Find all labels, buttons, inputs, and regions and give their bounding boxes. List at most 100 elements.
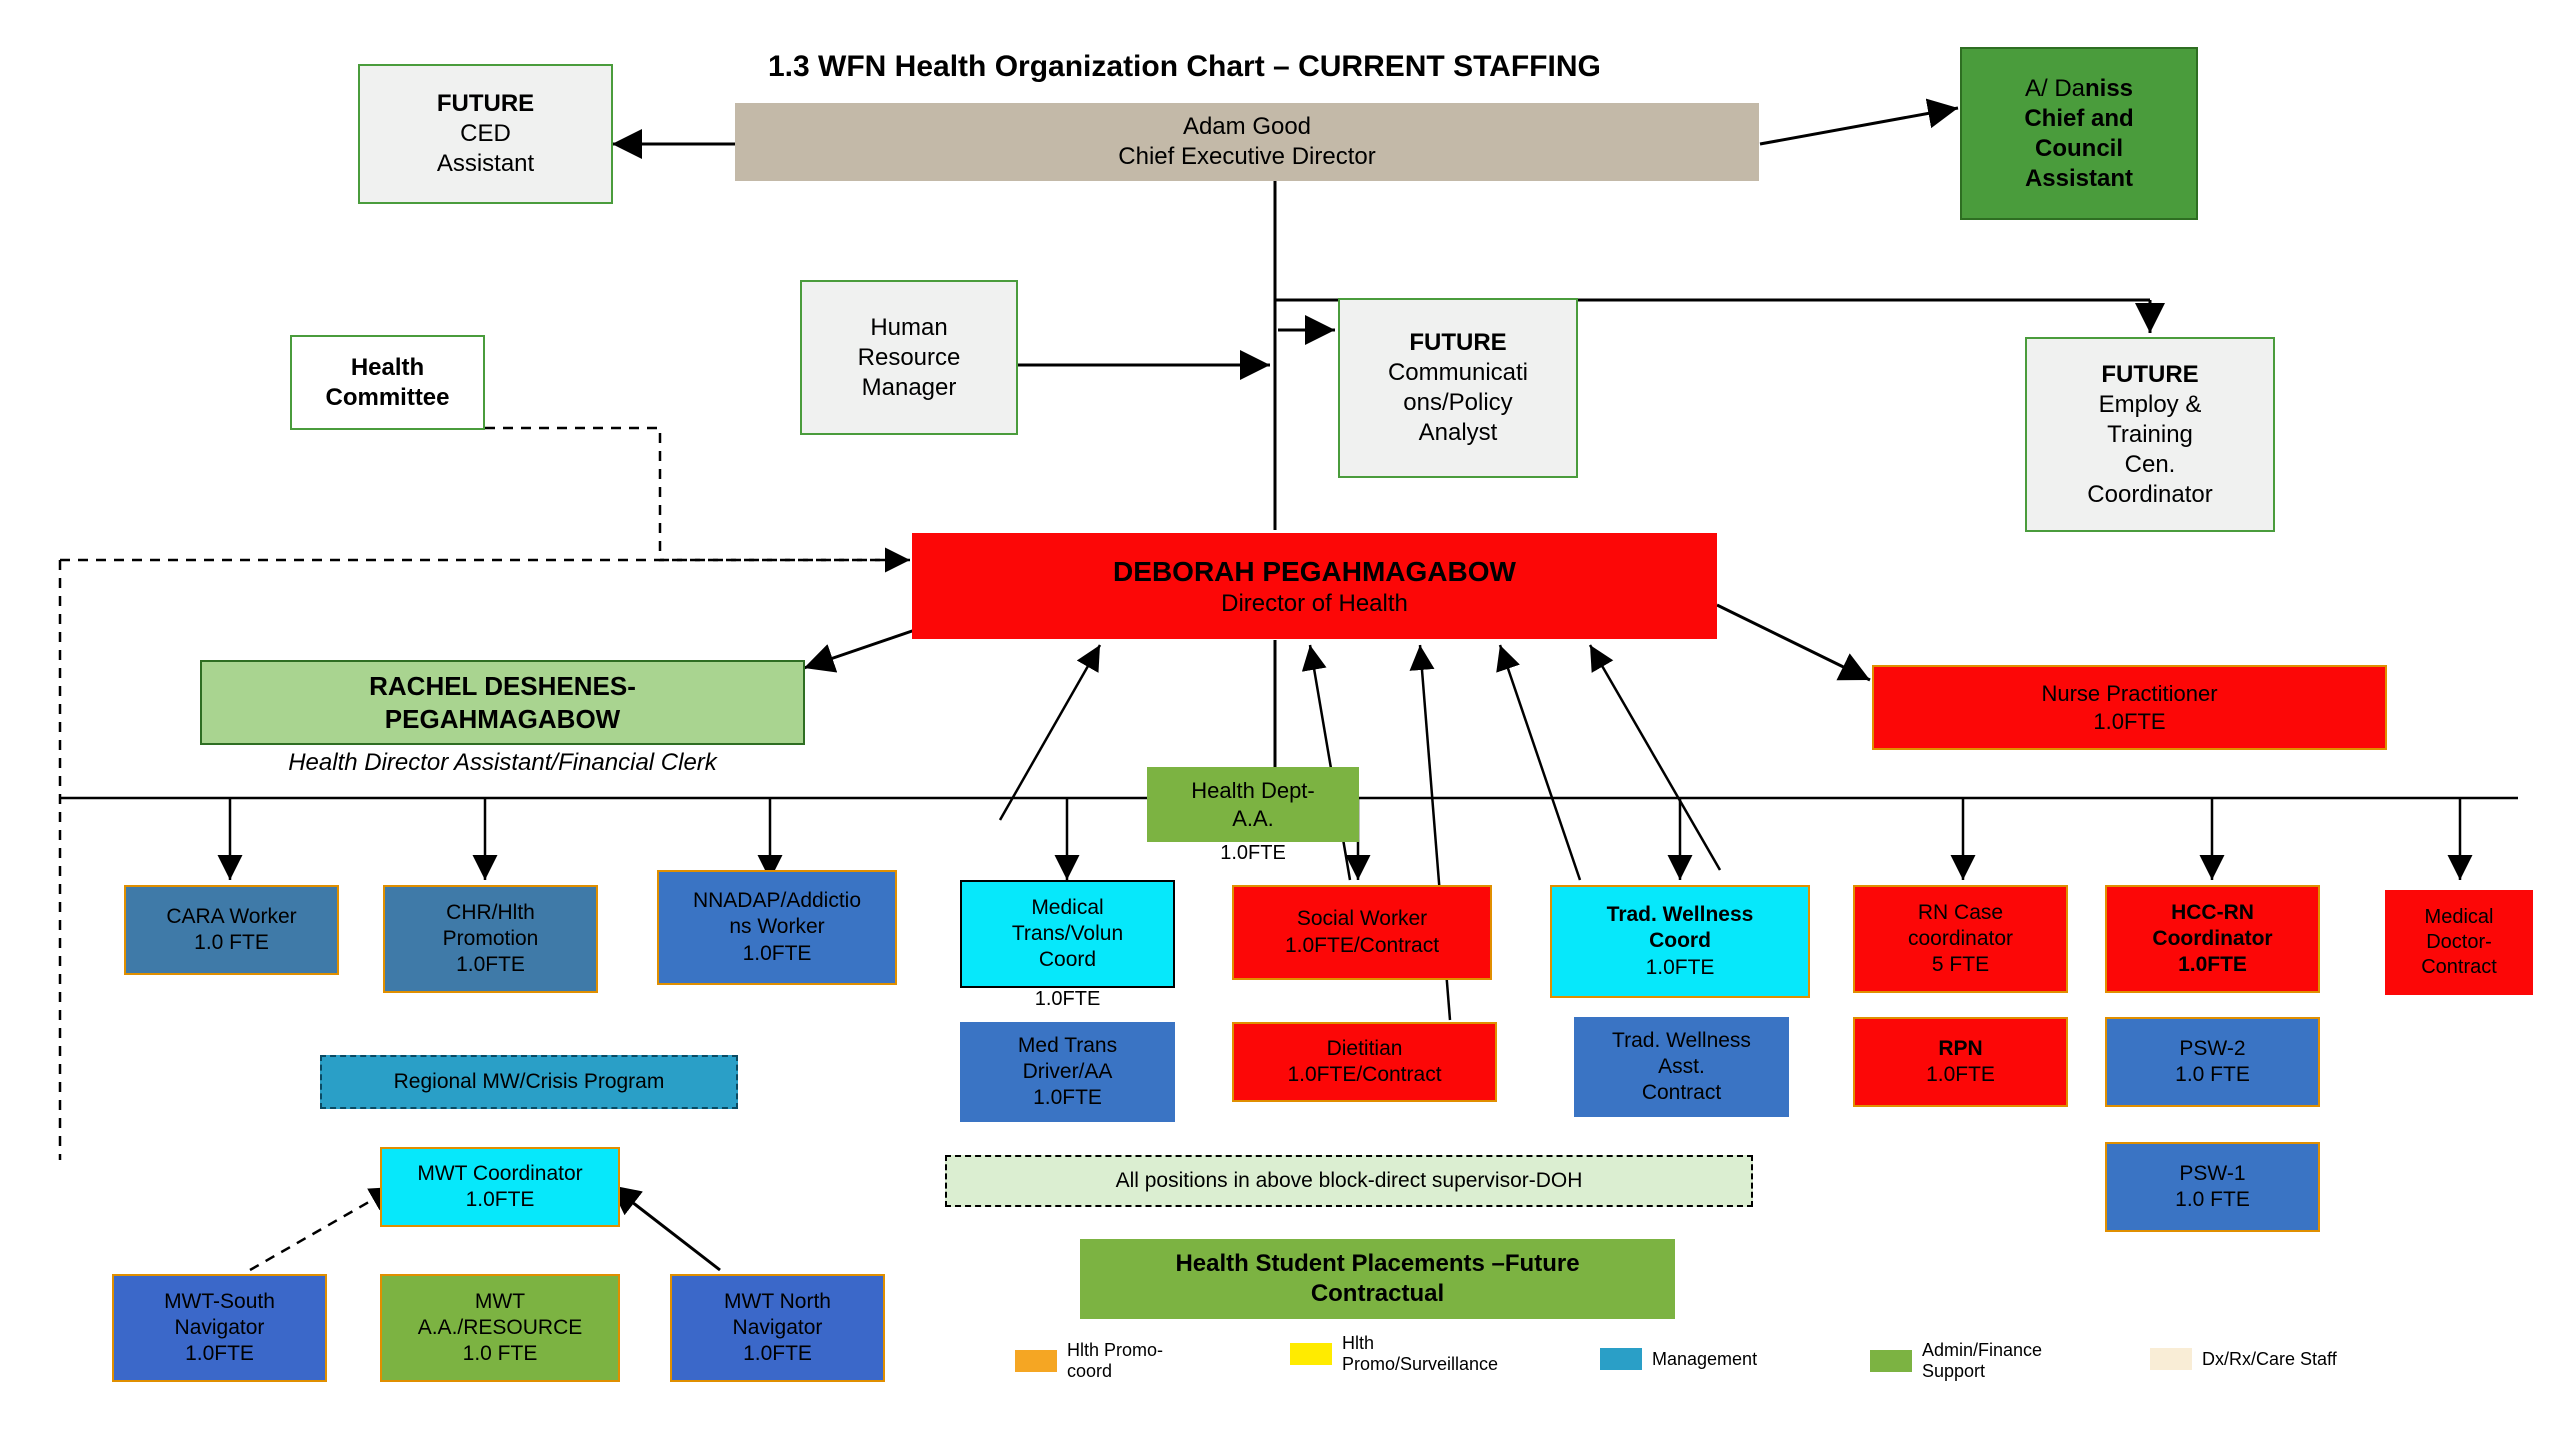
text: Promotion xyxy=(443,926,539,952)
text: A.A. xyxy=(1232,805,1274,833)
text: 5 FTE xyxy=(1932,952,1989,978)
text: Admin/Finance Support xyxy=(1922,1340,2082,1382)
text: 1.0FTE xyxy=(185,1341,254,1367)
text: CARA Worker xyxy=(166,904,296,930)
node-mwtcoord: MWT Coordinator 1.0FTE xyxy=(380,1147,620,1227)
node-mwtsouth: MWT-South Navigator 1.0FTE xyxy=(112,1274,327,1382)
node-medtrans-wrap: Medical Trans/Volun Coord 1.0FTE xyxy=(960,880,1175,1011)
node-tradwell: Trad. Wellness Coord 1.0FTE xyxy=(1550,885,1810,998)
text: Resource xyxy=(858,343,961,373)
text: Contractual xyxy=(1311,1279,1444,1309)
text: 1.0 FTE xyxy=(2175,1187,2250,1213)
text: Navigator xyxy=(733,1315,823,1341)
text: CED xyxy=(460,119,511,149)
text: Trad. Wellness xyxy=(1607,902,1754,928)
node-health-dept-wrap: Health Dept- A.A. 1.0FTE xyxy=(1147,767,1359,865)
node-note: All positions in above block-direct supe… xyxy=(945,1155,1753,1207)
node-deborah: DEBORAH PEGAHMAGABOW Director of Health xyxy=(912,533,1717,639)
text: 1.0 FTE xyxy=(194,930,269,956)
text: 1.0FTE xyxy=(466,1187,535,1213)
node-rachel: RACHEL DESHENES- PEGAHMAGABOW xyxy=(200,660,805,745)
node-rpn: RPN 1.0FTE xyxy=(1853,1017,2068,1107)
text: Trad. Wellness xyxy=(1612,1028,1751,1054)
text: Dietitian xyxy=(1327,1036,1403,1062)
swatch xyxy=(1015,1350,1057,1372)
text: PEGAHMAGABOW xyxy=(385,703,620,736)
text: 1.0FTE xyxy=(2093,708,2165,736)
node-nnadap: NNADAP/Addictio ns Worker 1.0FTE xyxy=(657,870,897,985)
text: Dx/Rx/Care Staff xyxy=(2202,1349,2337,1370)
text: Hlth Promo-coord xyxy=(1067,1340,1207,1382)
text: Communicati xyxy=(1388,358,1528,388)
text: 1.0FTE xyxy=(1646,955,1715,981)
text: Analyst xyxy=(1419,418,1498,448)
text: Assistant xyxy=(2025,164,2133,194)
node-meddoc: Medical Doctor- Contract xyxy=(2385,890,2533,995)
text: Coordinator xyxy=(2087,480,2212,510)
text: RPN xyxy=(1938,1036,1982,1062)
text: Human xyxy=(870,313,947,343)
text: Chief Executive Director xyxy=(1118,142,1375,172)
text: 1.0FTE xyxy=(743,1341,812,1367)
legend-b: Hlth Promo/Surveillance xyxy=(1290,1333,1530,1375)
text: Health Dept- xyxy=(1191,777,1315,805)
text: 1.0 FTE xyxy=(2175,1062,2250,1088)
node-rachel-wrapper: RACHEL DESHENES- PEGAHMAGABOW Health Dir… xyxy=(200,660,805,777)
text: FUTURE xyxy=(2101,360,2198,390)
text: Council xyxy=(2035,134,2123,164)
text: CHR/Hlth xyxy=(446,900,535,926)
text: FUTURE xyxy=(1409,328,1506,358)
node-psw2: PSW-2 1.0 FTE xyxy=(2105,1017,2320,1107)
text: 1.0FTE xyxy=(743,941,812,967)
node-cara: CARA Worker 1.0 FTE xyxy=(124,885,339,975)
node-regional: Regional MW/Crisis Program xyxy=(320,1055,738,1109)
node-future-employ: FUTURE Employ & Training Cen. Coordinato… xyxy=(2025,337,2275,532)
text: PSW-2 xyxy=(2179,1036,2245,1062)
text: MWT xyxy=(475,1289,525,1315)
text: PSW-1 xyxy=(2179,1161,2245,1187)
text: 1.0FTE/Contract xyxy=(1287,1062,1441,1088)
text: Social Worker xyxy=(1297,906,1427,932)
node-health-dept: Health Dept- A.A. xyxy=(1147,767,1359,842)
text: Nurse Practitioner xyxy=(2041,680,2217,708)
text: All positions in above block-direct supe… xyxy=(1116,1168,1583,1194)
text: Committee xyxy=(325,383,449,413)
text: Director of Health xyxy=(1221,589,1408,619)
text: coordinator xyxy=(1908,926,2013,952)
text: 1.0FTE/Contract xyxy=(1285,933,1439,959)
text: 1.0FTE xyxy=(1147,842,1359,865)
text: Driver/AA xyxy=(1023,1059,1113,1085)
node-mwtaa: MWT A.A./RESOURCE 1.0 FTE xyxy=(380,1274,620,1382)
org-chart-canvas: 1.3 WFN Health Organization Chart – CURR… xyxy=(0,0,2560,1440)
text: Regional MW/Crisis Program xyxy=(394,1069,665,1095)
node-future-comm: FUTURE Communicati ons/Policy Analyst xyxy=(1338,298,1578,478)
text: niss xyxy=(2085,75,2133,102)
legend-d: Admin/Finance Support xyxy=(1870,1340,2090,1382)
text: RACHEL DESHENES- xyxy=(369,670,636,703)
text: Assistant xyxy=(437,149,534,179)
swatch xyxy=(1870,1350,1912,1372)
node-medtrans: Medical Trans/Volun Coord xyxy=(960,880,1175,988)
node-health-committee: Health Committee xyxy=(290,335,485,430)
text: Health Student Placements –Future xyxy=(1175,1249,1579,1279)
text: NNADAP/Addictio xyxy=(693,888,861,914)
text: Asst. xyxy=(1658,1054,1705,1080)
text: HCC-RN xyxy=(2171,900,2254,926)
text: FUTURE xyxy=(437,89,534,119)
text: ns Worker xyxy=(729,914,824,940)
text: Med Trans xyxy=(1018,1033,1117,1059)
text: 1.0FTE xyxy=(1033,1085,1102,1111)
text: Trans/Volun xyxy=(1012,921,1123,947)
chart-title: 1.3 WFN Health Organization Chart – CURR… xyxy=(768,50,1601,84)
node-hccrn: HCC-RN Coordinator 1.0FTE xyxy=(2105,885,2320,993)
text: ons/Policy xyxy=(1403,388,1512,418)
text: Doctor- xyxy=(2426,930,2492,955)
node-chr: CHR/Hlth Promotion 1.0FTE xyxy=(383,885,598,993)
legend-c: Management xyxy=(1600,1348,1757,1370)
text: Adam Good xyxy=(1183,112,1311,142)
swatch xyxy=(1600,1348,1642,1370)
swatch xyxy=(2150,1348,2192,1370)
swatch xyxy=(1290,1343,1332,1365)
text: 1.0FTE xyxy=(1926,1062,1995,1088)
text: Contract xyxy=(1642,1080,1721,1106)
